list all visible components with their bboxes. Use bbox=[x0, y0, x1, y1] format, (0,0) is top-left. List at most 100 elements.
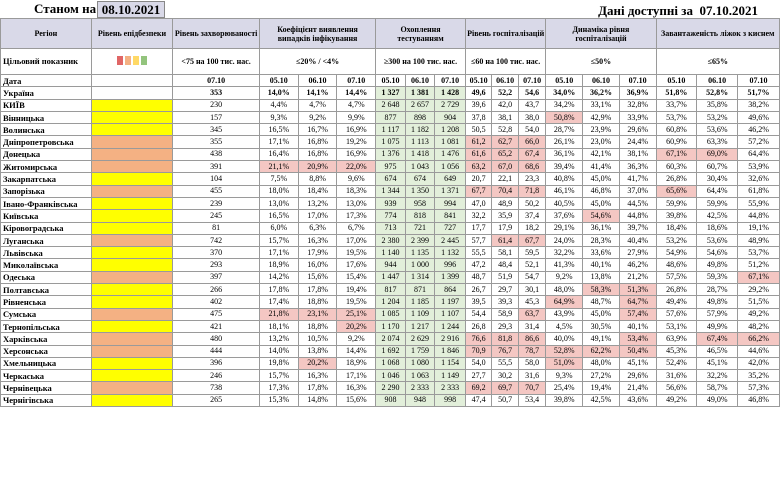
hospitalization-cell: 30,2 bbox=[491, 369, 519, 383]
hosp-dynamics-cell: 45,0% bbox=[582, 196, 620, 211]
hospitalization-cell: 53,4 bbox=[517, 393, 547, 408]
oxygen-load-cell: 63,9% bbox=[655, 332, 698, 346]
testing-cell: 1 428 bbox=[434, 86, 466, 100]
hosp-dynamics-cell: 23,0% bbox=[582, 135, 620, 149]
hosp-dynamics-cell: 28,7% bbox=[545, 123, 584, 137]
oxygen-load-cell: 67,1% bbox=[655, 147, 698, 162]
testing-cell: 1 117 bbox=[375, 123, 406, 137]
detection-cell: 17,1% bbox=[258, 246, 299, 260]
oxygen-load-cell: 49,9% bbox=[696, 319, 739, 334]
oxygen-load-cell: 46,2% bbox=[737, 123, 780, 137]
detection-cell: 17,8% bbox=[297, 381, 338, 395]
hospitalization-cell: 35,9 bbox=[491, 209, 519, 223]
oxygen-load-cell: 53,7% bbox=[737, 246, 780, 260]
hospitalization-cell: 54,7 bbox=[517, 270, 547, 285]
oxygen-load-cell: 46,5% bbox=[696, 344, 739, 358]
hospitalization-cell: 81,8 bbox=[491, 332, 519, 346]
hospitalization-cell: 27,7 bbox=[464, 369, 493, 383]
col-detection: Коефіцієнт виявлення випадків інфікуванн… bbox=[258, 18, 377, 49]
oxygen-load-cell: 19,1% bbox=[737, 221, 780, 235]
epi-level-cell bbox=[90, 393, 174, 408]
oxygen-load-cell: 32,6% bbox=[737, 172, 780, 186]
detection-cell: 19,4% bbox=[336, 283, 377, 297]
oxygen-load-cell: 51,2% bbox=[737, 258, 780, 272]
hosp-dynamics-cell: 64,7% bbox=[618, 295, 657, 309]
detection-cell: 7,5% bbox=[258, 172, 299, 186]
date-row: Дата 07.10 05.10 06.10 07.10 05.10 06.10… bbox=[0, 73, 780, 88]
morbidity-cell: 391 bbox=[172, 160, 260, 174]
hosp-dynamics-cell: 36,1% bbox=[545, 147, 584, 162]
testing-cell: 1 075 bbox=[375, 135, 406, 149]
hospitalization-cell: 58,1 bbox=[491, 246, 519, 260]
hospitalization-cell: 59,5 bbox=[517, 246, 547, 260]
testing-cell: 1 327 bbox=[375, 86, 406, 100]
hosp-dynamics-cell: 39,4% bbox=[545, 160, 584, 174]
hosp-dynamics-cell: 37,0% bbox=[618, 184, 657, 198]
date-hosp-2: 06.10 bbox=[491, 73, 519, 88]
as-of-label: Станом на bbox=[34, 1, 97, 16]
table-row: Херсонська 444 14,0% 13,8% 14,4% 1 692 1 759 1 … bbox=[0, 344, 780, 358]
epi-level-cell bbox=[90, 123, 174, 137]
date-oxy-2: 06.10 bbox=[696, 73, 739, 88]
detection-cell: 14,4% bbox=[336, 344, 377, 358]
table-row: Чернігівська 265 15,3% 14,8% 15,6% 908 948 998 4… bbox=[0, 393, 780, 408]
oxygen-load-cell: 46,8% bbox=[737, 393, 780, 408]
detection-cell: 13,8% bbox=[297, 344, 338, 358]
col-hospitalization: Рівень госпіталізацій bbox=[464, 18, 547, 49]
hospitalization-cell: 37,4 bbox=[517, 209, 547, 223]
oxygen-load-cell: 67,4% bbox=[696, 332, 739, 346]
epi-level-cell bbox=[90, 196, 174, 211]
hosp-dynamics-cell: 36,3% bbox=[618, 160, 657, 174]
hosp-dynamics-cell: 34,0% bbox=[545, 86, 584, 100]
oxygen-load-cell: 18,6% bbox=[696, 221, 739, 235]
table-row: Житомирська 391 21,1% 20,9% 22,0% 975 1 043 1 0… bbox=[0, 160, 780, 174]
hospitalization-cell: 67,0 bbox=[491, 160, 519, 174]
detection-cell: 16,4% bbox=[258, 147, 299, 162]
testing-cell: 1 692 bbox=[375, 344, 406, 358]
hospitalization-cell: 26,8 bbox=[464, 319, 493, 334]
oxygen-load-cell: 60,9% bbox=[655, 135, 698, 149]
testing-cell: 818 bbox=[404, 209, 436, 223]
hosp-dynamics-cell: 13,8% bbox=[582, 270, 620, 285]
hosp-dynamics-cell: 57,4% bbox=[618, 307, 657, 321]
detection-cell: 15,3% bbox=[258, 393, 299, 408]
available-label: Дані доступні за bbox=[598, 3, 693, 18]
table-row: Тернопільська 421 18,1% 18,8% 20,2% 1 170 1 21… bbox=[0, 319, 780, 334]
detection-cell: 8,8% bbox=[297, 172, 338, 186]
testing-cell: 1 381 bbox=[404, 86, 436, 100]
hospitalization-cell: 66,0 bbox=[517, 135, 547, 149]
hosp-dynamics-cell: 36,2% bbox=[582, 86, 620, 100]
hospitalization-cell: 38,0 bbox=[517, 110, 547, 125]
epi-level-cell bbox=[90, 233, 174, 248]
detection-cell: 17,1% bbox=[336, 369, 377, 383]
morbidity-cell: 402 bbox=[172, 295, 260, 309]
hosp-dynamics-cell: 40,1% bbox=[582, 258, 620, 272]
testing-cell: 2 399 bbox=[404, 233, 436, 248]
hosp-dynamics-cell: 62,2% bbox=[582, 344, 620, 358]
hospitalization-cell: 70,9 bbox=[464, 344, 493, 358]
oxygen-load-cell: 49,8% bbox=[696, 295, 739, 309]
testing-cell: 1 085 bbox=[375, 307, 406, 321]
morbidity-cell: 265 bbox=[172, 393, 260, 408]
date-test-3: 07.10 bbox=[434, 73, 466, 88]
testing-cell: 1 418 bbox=[404, 147, 436, 162]
hosp-dynamics-cell: 58,3% bbox=[582, 283, 620, 297]
testing-cell: 674 bbox=[375, 172, 406, 186]
detection-cell: 16,8% bbox=[297, 135, 338, 149]
hosp-dynamics-cell: 48,0% bbox=[545, 283, 584, 297]
morbidity-cell: 81 bbox=[172, 221, 260, 235]
detection-cell: 16,3% bbox=[336, 381, 377, 395]
testing-cell: 898 bbox=[404, 110, 436, 125]
hosp-dynamics-cell: 33,6% bbox=[582, 246, 620, 260]
hosp-dynamics-cell: 21,4% bbox=[618, 381, 657, 395]
oxygen-load-cell: 53,1% bbox=[655, 319, 698, 334]
hosp-dynamics-cell: 48,0% bbox=[582, 356, 620, 371]
testing-cell: 1 113 bbox=[404, 135, 436, 149]
testing-cell: 1 476 bbox=[434, 147, 466, 162]
epi-level-cell bbox=[90, 319, 174, 334]
table-row: Київська 245 16,5% 17,0% 17,3% 774 818 841 32,2 3… bbox=[0, 209, 780, 223]
target-testing: ≥300 на 100 тис. нас. bbox=[375, 48, 466, 75]
region-name: Кіровоградська bbox=[0, 221, 92, 235]
target-hospitalization: ≤60 на 100 тис. нас. bbox=[464, 48, 547, 75]
hospitalization-cell: 76,6 bbox=[464, 332, 493, 346]
